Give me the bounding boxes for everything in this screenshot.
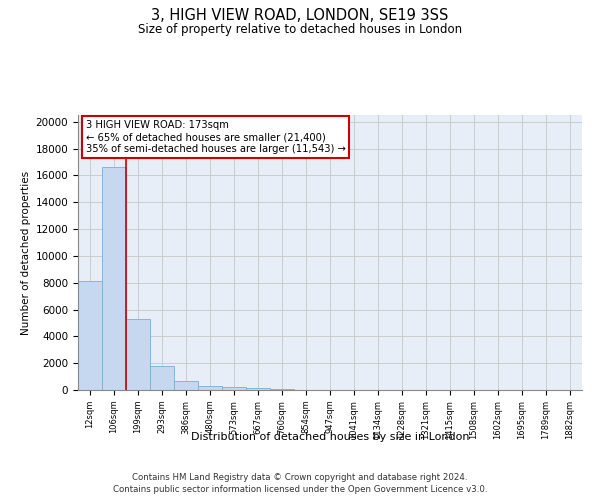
Bar [78,282,102,390]
Text: 3 HIGH VIEW ROAD: 173sqm
← 65% of detached houses are smaller (21,400)
35% of se: 3 HIGH VIEW ROAD: 173sqm ← 65% of detach… [86,120,346,154]
Text: 3, HIGH VIEW ROAD, LONDON, SE19 3SS: 3, HIGH VIEW ROAD, LONDON, SE19 3SS [151,8,449,22]
Text: Distribution of detached houses by size in London: Distribution of detached houses by size … [191,432,469,442]
Y-axis label: Number of detached properties: Number of detached properties [22,170,31,334]
Bar [126,319,150,390]
Bar [174,382,198,390]
Bar [246,388,270,390]
Bar [270,388,294,390]
Bar [150,366,174,390]
Text: Size of property relative to detached houses in London: Size of property relative to detached ho… [138,22,462,36]
Text: Contains public sector information licensed under the Open Government Licence v3: Contains public sector information licen… [113,485,487,494]
Bar [102,168,126,390]
Bar [198,386,222,390]
Text: Contains HM Land Registry data © Crown copyright and database right 2024.: Contains HM Land Registry data © Crown c… [132,472,468,482]
Bar [222,388,246,390]
